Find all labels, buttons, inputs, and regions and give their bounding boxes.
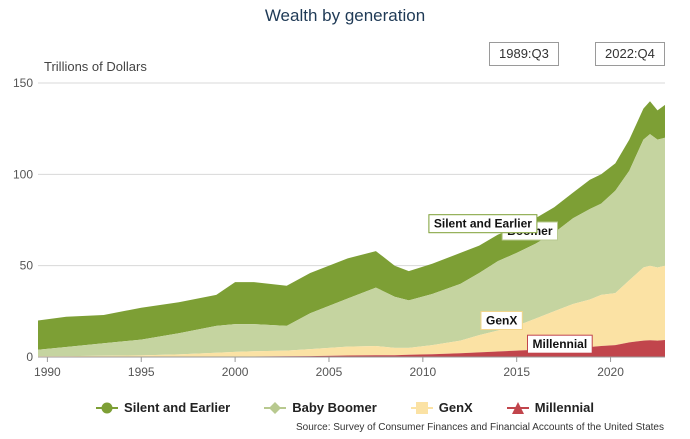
area-millennial[interactable] xyxy=(38,340,665,357)
legend-label-genx: GenX xyxy=(438,400,473,415)
x-tick-label-3: 2005 xyxy=(316,365,343,379)
y-tick-label-2: 100 xyxy=(13,167,33,181)
y-tick-label-0: 0 xyxy=(26,350,33,364)
source-note: Source: Survey of Consumer Finances and … xyxy=(296,422,664,433)
annotation-box-3 xyxy=(527,334,593,354)
range-start-box[interactable]: 1989:Q3 xyxy=(489,42,559,66)
annotation-box-0 xyxy=(428,214,538,234)
y-tick-label-3: 150 xyxy=(13,76,33,90)
legend-item-genx[interactable]: GenX xyxy=(410,400,473,415)
legend-circle-marker-icon xyxy=(96,402,119,413)
annotation-label-2: GenX xyxy=(486,313,517,327)
annotation-silent-and-earlier: Silent and Earlier xyxy=(428,214,538,234)
area-baby-boomer[interactable] xyxy=(38,134,665,357)
legend-triangle-marker-icon xyxy=(506,401,529,414)
annotation-label-3: Millennial xyxy=(533,337,588,351)
legend-item-silent[interactable]: Silent and Earlier xyxy=(96,400,230,415)
range-end-box[interactable]: 2022:Q4 xyxy=(595,42,665,66)
legend-label-boomer: Baby Boomer xyxy=(292,400,377,415)
legend-item-boomer[interactable]: Baby Boomer xyxy=(264,400,377,415)
annotation-genx: GenX xyxy=(480,311,523,330)
annotation-label-0: Silent and Earlier xyxy=(434,217,532,231)
annotation-box-2 xyxy=(480,311,523,330)
legend-diamond-marker-icon xyxy=(264,401,287,414)
x-tick-label-1: 1995 xyxy=(128,365,155,379)
x-tick-label-0: 1990 xyxy=(34,365,61,379)
legend-square-marker-icon xyxy=(410,401,433,414)
x-tick-label-5: 2015 xyxy=(503,365,530,379)
x-tick-label-4: 2010 xyxy=(409,365,436,379)
legend-item-millennial[interactable]: Millennial xyxy=(506,400,594,415)
legend-label-millennial: Millennial xyxy=(534,400,594,415)
chart-title: Wealth by generation xyxy=(264,6,426,25)
y-axis-label: Trillions of Dollars xyxy=(44,59,147,74)
y-axis: 0 50 100 150 xyxy=(13,76,33,364)
x-tick-label-6: 2020 xyxy=(597,365,624,379)
legend-label-silent: Silent and Earlier xyxy=(124,400,231,415)
x-axis: 1990 1995 2000 2005 2010 2015 2020 xyxy=(34,356,665,379)
stacked-areas xyxy=(38,101,665,357)
x-tick-label-2: 2000 xyxy=(222,365,249,379)
area-genx[interactable] xyxy=(38,265,665,357)
annotation-millennial: Millennial xyxy=(527,334,593,354)
legend: Silent and Earlier Baby Boomer GenX Mill… xyxy=(0,400,690,415)
y-tick-label-1: 50 xyxy=(20,259,34,273)
